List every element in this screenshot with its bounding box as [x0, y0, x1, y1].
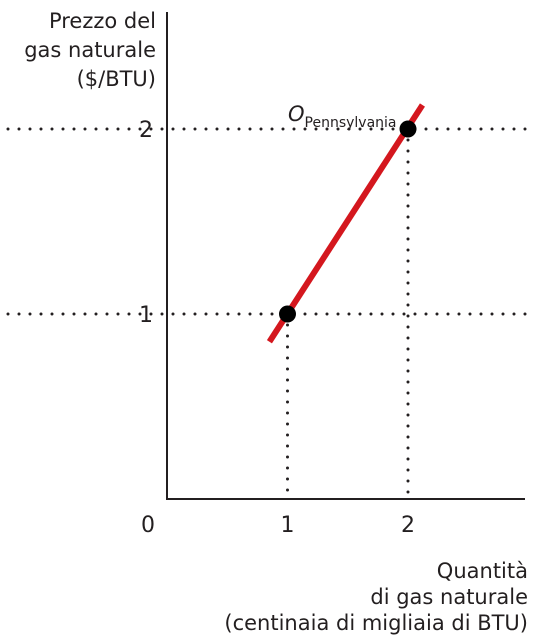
y-tick-label-1: 1	[139, 303, 153, 328]
curve-label-subscript: Pennsylvania	[305, 115, 397, 131]
point-2-2	[399, 120, 417, 138]
y-axis-label-line-3: ($/BTU)	[77, 67, 156, 91]
x-tick-label-1: 1	[281, 513, 295, 538]
y-axis-label-line-2: gas naturale	[24, 38, 156, 62]
supply-line-pennsylvania	[266, 103, 425, 344]
series-layer	[266, 103, 425, 344]
guide-lines	[6, 127, 530, 497]
y-axis-label-line-1: Prezzo del	[49, 9, 156, 33]
x-axis-label: Quantità di gas naturale (centinaia di m…	[224, 559, 528, 635]
origin-label: 0	[141, 513, 155, 538]
x-axis-label-line-1: Quantità	[437, 559, 528, 583]
tick-labels: 0 1 2 1 2	[139, 118, 415, 538]
x-tick-label-2: 2	[401, 513, 415, 538]
y-tick-label-2: 2	[139, 118, 153, 143]
curve-label-main: O	[288, 102, 305, 126]
x-axis-label-line-3: (centinaia di migliaia di BTU)	[224, 611, 528, 635]
y-axis-label: Prezzo del gas naturale ($/BTU)	[24, 9, 156, 91]
x-axis-label-line-2: di gas naturale	[370, 585, 528, 609]
point-1-1	[279, 305, 296, 323]
curve-label: OPennsylvania	[288, 102, 397, 131]
